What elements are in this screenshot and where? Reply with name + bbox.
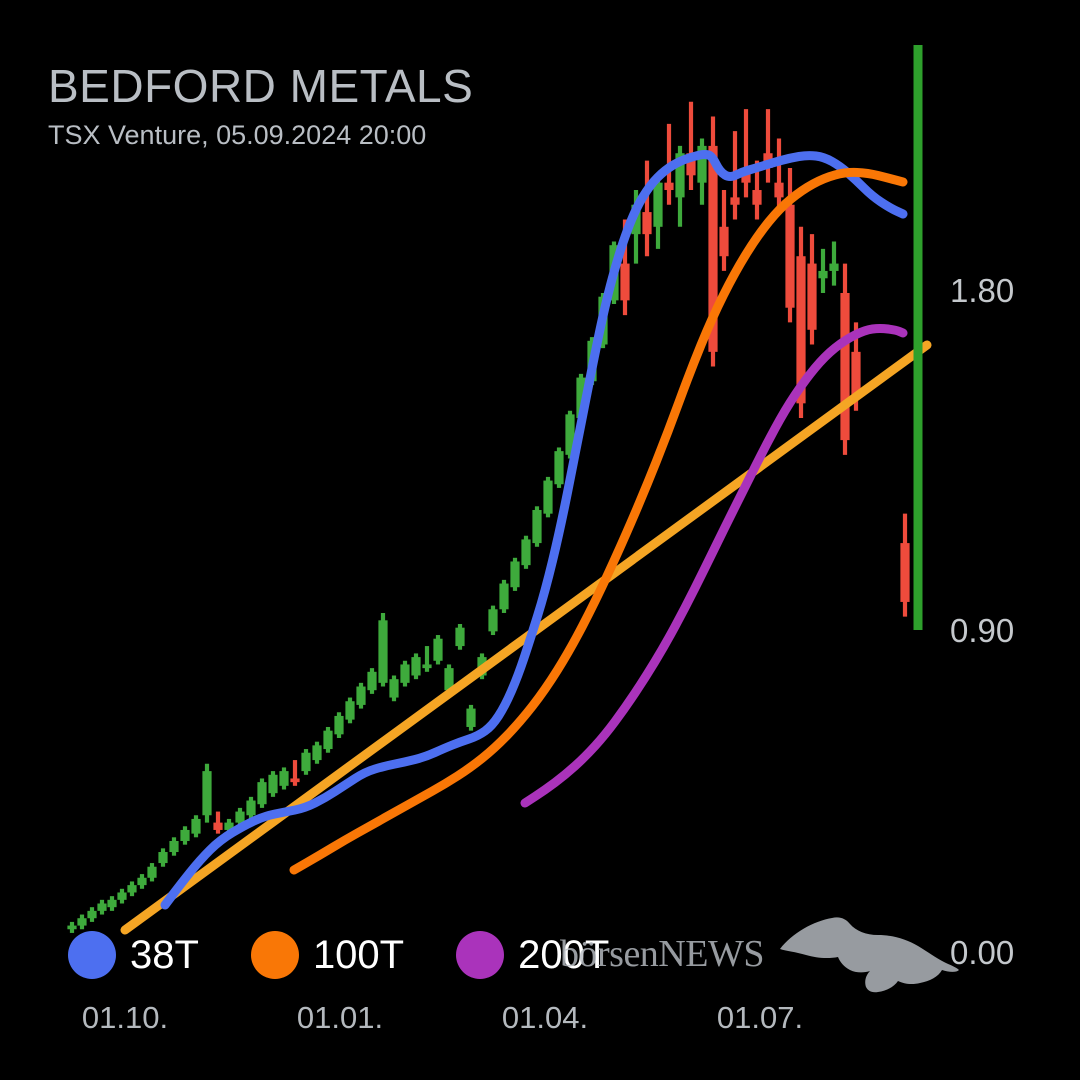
legend-label-100t: 100T	[312, 932, 405, 977]
legend-label-200t: 200T	[518, 932, 610, 977]
legend-item-38t[interactable]: 38T	[68, 931, 199, 979]
x-axis-label-1: 01.01.	[296, 1000, 384, 1035]
x-axis-label-3: 01.07.	[716, 1000, 804, 1035]
y-axis-label-000: 0.00	[950, 934, 1015, 971]
page-title: BEDFORD METALS	[48, 60, 474, 112]
legend-dot-200t	[456, 931, 505, 979]
legend-label-38t: 38T	[130, 932, 199, 977]
y-axis-label-090: 0.90	[950, 612, 1015, 649]
candlestick-series	[67, 101, 910, 933]
x-axis-label-0: 01.10.	[81, 1000, 169, 1035]
moving-average-series	[160, 150, 908, 910]
legend-dot-38t	[68, 931, 116, 979]
chart-subtitle: TSX Venture, 05.09.2024 20:00	[48, 120, 427, 151]
legend-item-200t[interactable]: 200T	[456, 931, 609, 979]
chart-legend: 38T 100T 200T	[68, 920, 661, 990]
y-axis-label-180: 1.80	[950, 272, 1015, 309]
legend-item-100t[interactable]: 100T	[250, 931, 405, 979]
x-axis-label-2: 01.04.	[501, 1000, 589, 1035]
legend-dot-100t	[250, 931, 299, 979]
chart-header: BEDFORD METALS TSX Venture, 05.09.2024 2…	[48, 62, 748, 151]
